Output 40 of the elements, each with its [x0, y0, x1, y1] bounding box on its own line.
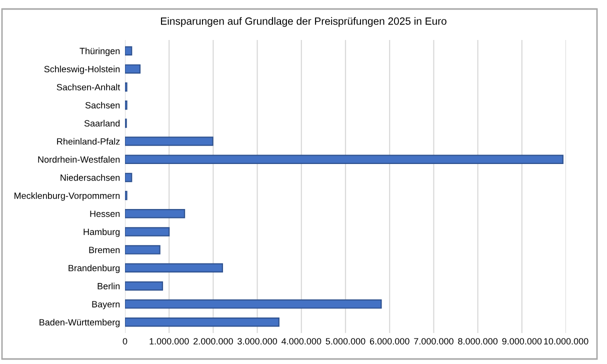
x-tick-label: 5.000.000 — [326, 338, 366, 344]
y-tick-label: Schleswig-Holstein — [44, 66, 120, 74]
x-tick-label: 3.000.000 — [238, 338, 278, 344]
y-tick-label: Bremen — [89, 246, 120, 254]
bar — [125, 209, 186, 218]
y-tick-label: Nordrhein-Westfalen — [38, 156, 120, 163]
y-tick-label: Mecklenburg-Vorpommern — [14, 192, 120, 201]
y-tick-label: Bayern — [92, 301, 120, 310]
bar — [125, 263, 224, 273]
y-tick-label: Sachsen-Anhalt — [56, 84, 120, 90]
x-tick-label: 0 — [122, 338, 128, 344]
y-tick-label: Saarland — [84, 120, 120, 127]
y-tick-label: Brandenburg — [68, 264, 120, 274]
bar — [125, 136, 214, 146]
bar — [125, 227, 170, 236]
bar — [125, 245, 160, 254]
bar — [125, 281, 164, 291]
y-tick-label: Baden-Württemberg — [40, 318, 120, 328]
bar — [125, 299, 382, 309]
bar — [125, 172, 132, 182]
x-tick-label: 6.000.000 — [370, 338, 410, 344]
x-tick-label: 9.000.000 — [502, 338, 542, 344]
chart-title: Einsparungen auf Grundlage der Preisprüfungen 2025 in Euro — [161, 17, 446, 27]
x-tick-label: 10.000.000 — [544, 338, 588, 344]
bar — [125, 154, 564, 164]
x-tick-label: 4.000.000 — [282, 338, 322, 344]
x-tick-label: 8.000.000 — [458, 338, 498, 344]
y-tick-label: Hamburg — [84, 228, 120, 237]
x-tick-label: 2.000.000 — [194, 338, 233, 344]
y-tick-label: Rheinland-Pfalz — [57, 138, 120, 145]
y-tick-label: Thüringen — [80, 48, 120, 56]
x-tick-label: 7.000.000 — [414, 338, 454, 344]
x-tick-label: 1.000.000 — [150, 338, 189, 344]
y-tick-label: Sachsen — [85, 102, 120, 108]
bar — [125, 46, 132, 56]
y-tick-label: Hessen — [90, 210, 120, 217]
y-tick-label: Niedersachsen — [60, 174, 120, 181]
y-tick-label: Berlin — [98, 282, 120, 290]
bar — [125, 64, 141, 74]
bar — [125, 318, 280, 327]
